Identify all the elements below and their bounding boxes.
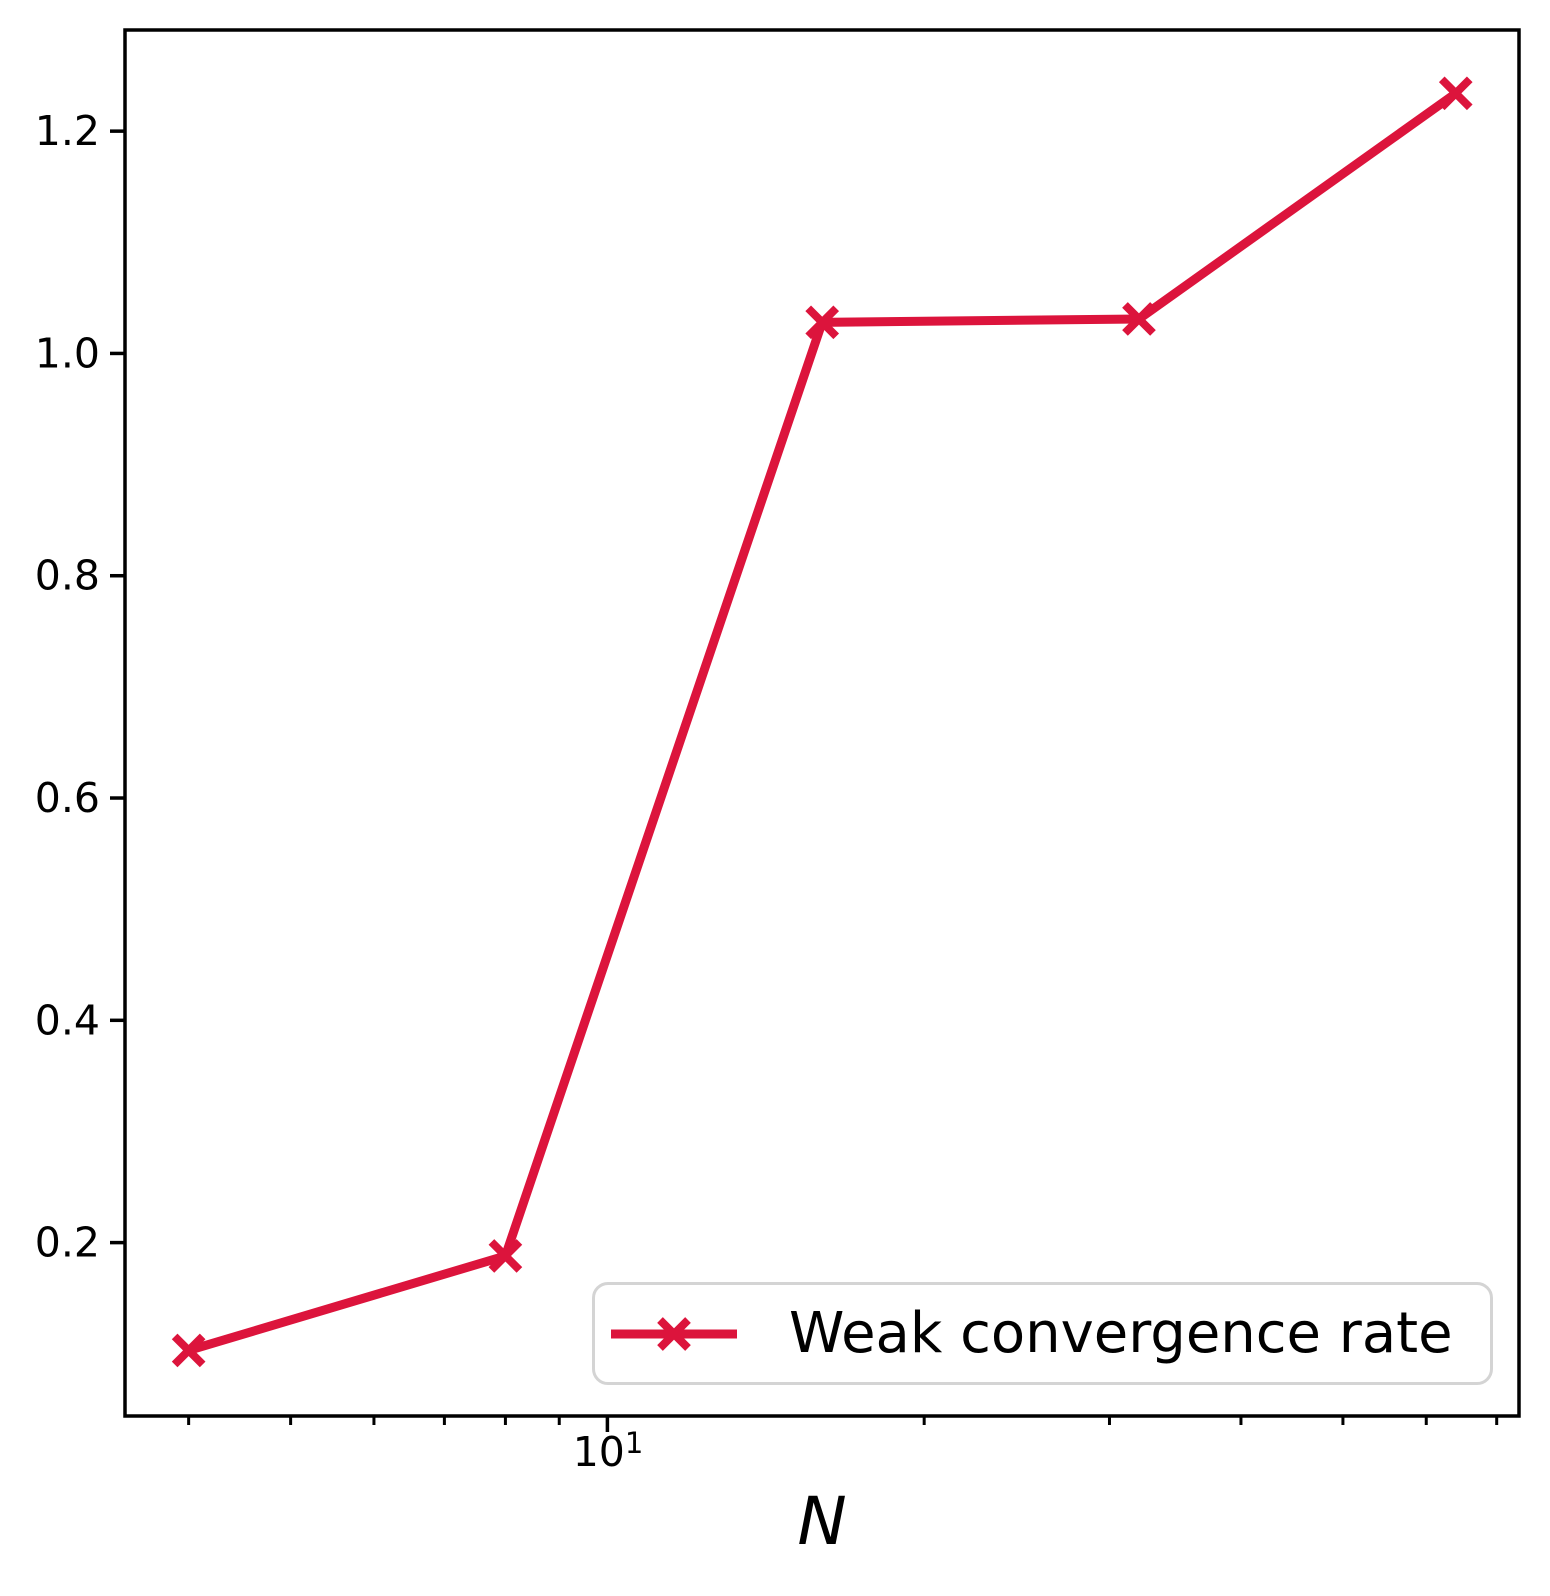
- x-marker: [805, 305, 840, 340]
- x-axis-label: N: [797, 1483, 847, 1560]
- series-line: [187, 89, 1459, 1355]
- legend: Weak convergence rate: [592, 1282, 1493, 1385]
- y-tick-label: 1.0: [35, 329, 100, 377]
- x-marker: [171, 1333, 206, 1368]
- x-marker: [488, 1239, 523, 1273]
- x-major-tick-exponent: 1: [624, 1426, 644, 1460]
- y-tick-label: 0.4: [35, 996, 100, 1044]
- x-marker: [1122, 302, 1156, 336]
- x-marker: [1438, 76, 1473, 111]
- y-tick-label: 1.2: [35, 107, 100, 155]
- legend-line-marker-icon: [611, 1316, 737, 1351]
- plot-border: [123, 28, 1521, 1418]
- y-tick-label: 0.2: [35, 1219, 100, 1267]
- legend-label: Weak convergence rate: [789, 1301, 1453, 1366]
- x-major-tick-base: 10: [572, 1428, 625, 1476]
- x-major-tick-label: 101: [572, 1426, 644, 1476]
- y-tick-label: 0.8: [35, 552, 100, 600]
- y-tick-label: 0.6: [35, 774, 100, 822]
